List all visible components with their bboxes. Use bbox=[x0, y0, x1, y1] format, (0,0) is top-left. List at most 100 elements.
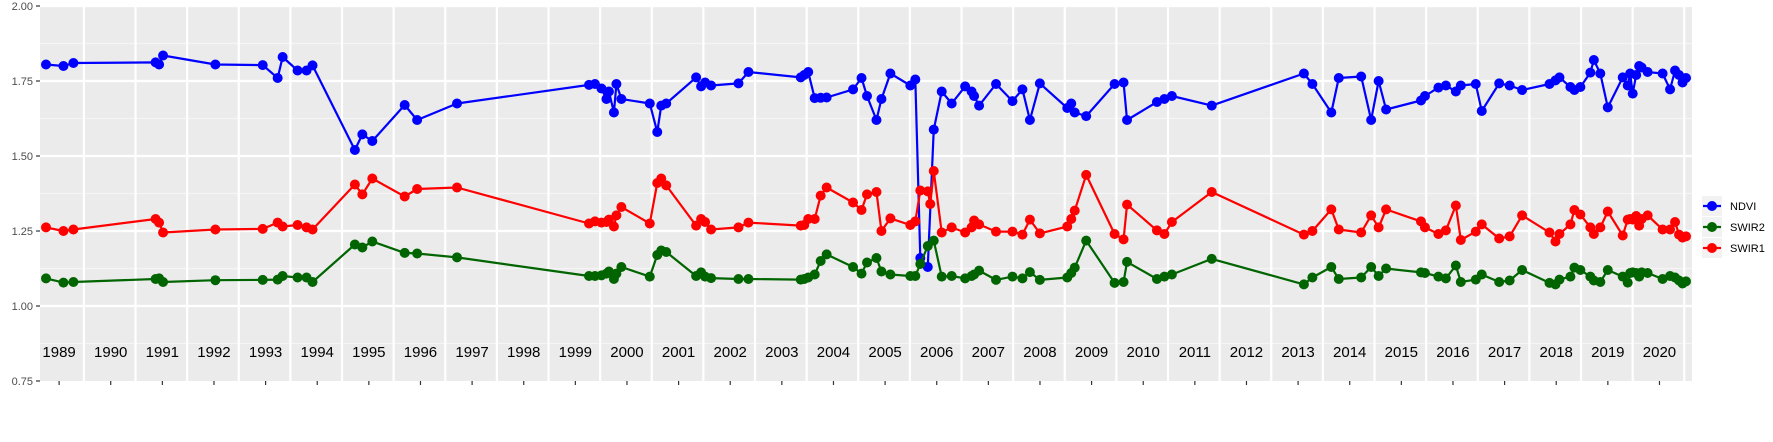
data-point bbox=[1681, 276, 1691, 287]
legend-label: NDVI bbox=[1730, 201, 1756, 213]
data-point bbox=[991, 79, 1002, 89]
data-point bbox=[910, 74, 921, 85]
data-point bbox=[154, 217, 165, 228]
year-label: 2014 bbox=[1333, 344, 1366, 361]
data-point bbox=[644, 98, 655, 109]
data-point bbox=[928, 166, 939, 176]
data-point bbox=[1504, 231, 1515, 242]
data-point bbox=[1455, 235, 1466, 245]
data-point bbox=[68, 224, 79, 235]
data-point bbox=[1034, 228, 1045, 239]
data-point bbox=[1595, 222, 1606, 233]
data-point bbox=[969, 91, 980, 101]
data-point bbox=[910, 271, 921, 281]
data-point bbox=[1024, 214, 1035, 225]
data-point bbox=[706, 273, 717, 284]
data-point bbox=[871, 253, 882, 263]
data-point bbox=[452, 98, 462, 109]
data-point bbox=[399, 100, 410, 110]
data-point bbox=[1062, 221, 1073, 232]
data-point bbox=[1307, 272, 1318, 283]
data-point bbox=[603, 214, 614, 225]
year-label: 1998 bbox=[507, 344, 540, 361]
data-point bbox=[661, 180, 672, 191]
data-point bbox=[733, 274, 744, 284]
data-point bbox=[991, 274, 1002, 285]
y-tick-label: 1.75 bbox=[12, 76, 33, 88]
data-point bbox=[974, 265, 985, 276]
data-point bbox=[1575, 209, 1586, 220]
data-point bbox=[652, 127, 663, 137]
data-point bbox=[1118, 234, 1129, 245]
data-point bbox=[357, 242, 368, 253]
legend-label: SWIR2 bbox=[1730, 222, 1765, 234]
data-point bbox=[656, 173, 667, 184]
year-label: 1992 bbox=[197, 344, 230, 361]
data-point bbox=[1066, 98, 1077, 109]
data-point bbox=[41, 59, 51, 70]
data-point bbox=[661, 247, 672, 257]
data-point bbox=[58, 226, 69, 236]
data-point bbox=[946, 271, 957, 281]
legend-item-swir1: SWIR1 bbox=[1702, 238, 1765, 258]
data-point bbox=[41, 273, 51, 284]
data-point bbox=[357, 189, 368, 200]
data-point bbox=[277, 52, 288, 62]
data-point bbox=[616, 202, 627, 212]
data-point bbox=[154, 59, 165, 70]
year-label: 1993 bbox=[249, 344, 282, 361]
data-point bbox=[158, 227, 169, 238]
data-point bbox=[1602, 206, 1613, 217]
data-point bbox=[856, 73, 867, 83]
data-point bbox=[991, 226, 1002, 237]
data-point bbox=[1333, 224, 1344, 235]
data-point bbox=[1440, 225, 1451, 236]
data-point bbox=[936, 86, 947, 97]
year-label: 1995 bbox=[352, 344, 385, 361]
year-label: 2003 bbox=[765, 344, 798, 361]
data-point bbox=[936, 271, 947, 282]
data-point bbox=[885, 68, 896, 79]
data-point bbox=[856, 268, 867, 279]
data-point bbox=[412, 248, 423, 259]
data-point bbox=[936, 227, 947, 238]
data-point bbox=[1326, 262, 1337, 272]
data-point bbox=[1470, 79, 1481, 89]
data-point bbox=[1665, 224, 1676, 235]
data-point bbox=[815, 190, 826, 201]
data-point bbox=[1627, 88, 1638, 99]
data-point bbox=[1381, 104, 1392, 115]
data-point bbox=[974, 219, 985, 230]
data-point bbox=[862, 257, 872, 268]
data-point bbox=[1476, 269, 1487, 280]
data-point bbox=[1151, 225, 1162, 236]
data-point bbox=[876, 266, 887, 277]
data-point bbox=[743, 67, 754, 77]
data-point bbox=[644, 218, 655, 229]
data-point bbox=[706, 80, 717, 91]
data-point bbox=[1366, 262, 1377, 272]
year-label: 2006 bbox=[920, 344, 953, 361]
data-point bbox=[1298, 68, 1309, 79]
data-point bbox=[1007, 96, 1018, 107]
data-point bbox=[1470, 226, 1481, 237]
data-point bbox=[292, 220, 303, 230]
data-point bbox=[1588, 229, 1599, 239]
data-point bbox=[608, 221, 619, 232]
data-point bbox=[1066, 214, 1077, 224]
year-label: 1999 bbox=[559, 344, 592, 361]
data-point bbox=[1034, 274, 1045, 285]
data-point bbox=[1681, 73, 1691, 83]
data-point bbox=[1081, 235, 1092, 246]
data-point bbox=[862, 189, 872, 200]
data-point bbox=[1326, 107, 1337, 118]
data-point bbox=[743, 217, 754, 228]
data-point bbox=[1166, 217, 1177, 227]
year-label: 2015 bbox=[1385, 344, 1418, 361]
series-layer bbox=[41, 50, 1691, 290]
data-point bbox=[809, 214, 820, 224]
data-point bbox=[1494, 277, 1505, 287]
year-label: 1990 bbox=[94, 344, 127, 361]
data-point bbox=[277, 221, 288, 232]
year-label: 1989 bbox=[42, 344, 75, 361]
